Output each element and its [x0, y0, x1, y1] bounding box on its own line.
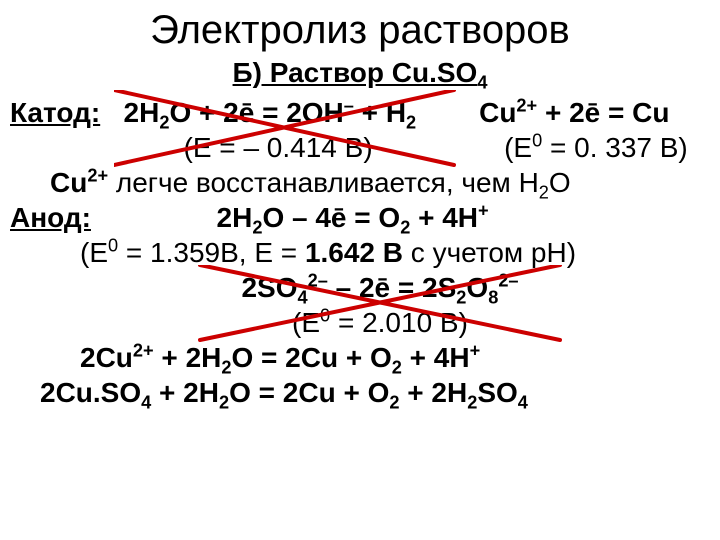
t: (E — [292, 307, 320, 338]
anode-label: Анод: — [10, 202, 91, 233]
cathode-eq2-wrap: Cu2+ + 2ē = Cu (E0 = 0. 337 В) — [479, 95, 720, 165]
t: 2SO — [241, 272, 297, 303]
t: O – 4ē = O — [262, 202, 400, 233]
cathode-eq1: 2H2O + 2ē = 2OH– + H2 — [124, 97, 417, 128]
t: с учетом рН) — [403, 237, 576, 268]
t: O — [549, 167, 571, 198]
net-eq2: 2Cu.SO4 + 2H2O = 2Cu + O2 + 2H2SO4 — [10, 375, 710, 410]
net-eq1: 2Cu2+ + 2H2O = 2Cu + O2 + 4H+ — [10, 340, 710, 375]
t: 2Cu.SO — [40, 377, 141, 408]
t: (E — [80, 237, 108, 268]
cathode-eq1-pot: (E = – 0.414 В) — [124, 132, 373, 163]
t: SO — [477, 377, 517, 408]
t: O — [466, 272, 488, 303]
subtitle-text: Б) Раствор Cu.SO — [233, 57, 478, 88]
t: = 2.010 В) — [330, 307, 468, 338]
t: 2Cu — [80, 342, 133, 373]
cathode-eq2: Cu2+ + 2ē = Cu — [479, 97, 669, 128]
t: + 2H — [400, 377, 468, 408]
t: 2H — [124, 97, 160, 128]
cathode-line1: Катод: 2H2O + 2ē = 2OH– + H2 (E = – 0.41… — [10, 95, 710, 165]
t: – 2ē = 2S — [328, 272, 456, 303]
t: Cu — [50, 167, 87, 198]
anode-eq2-pot: (E0 = 2.010 В) — [190, 305, 570, 340]
t: + 4H — [410, 202, 478, 233]
t: O + 2ē = 2OH — [169, 97, 343, 128]
t: + 2H — [154, 342, 222, 373]
cathode-eq1-wrap: 2H2O + 2ē = 2OH– + H2 (E = – 0.414 В) — [124, 95, 464, 165]
t: 1.642 В — [305, 237, 403, 268]
anode-eq2: 2SO42– – 2ē = 2S2O82– — [190, 270, 570, 305]
cathode-row: Катод: 2H2O + 2ē = 2OH– + H2 (E = – 0.41… — [10, 95, 710, 165]
t: O = 2Cu + O — [229, 377, 389, 408]
t: O = 2Cu + O — [231, 342, 391, 373]
t: + 2ē = Cu — [537, 97, 669, 128]
slide-title: Электролиз растворов — [10, 8, 710, 53]
t: легче восстанавливается, чем H — [108, 167, 539, 198]
anode-eq2-wrap: 2SO42– – 2ē = 2S2O82– (E0 = 2.010 В) — [190, 270, 570, 340]
t: Cu — [479, 97, 516, 128]
subtitle-sub: 4 — [477, 73, 487, 93]
anode-eq1: 2H2O – 4ē = O2 + 4H+ — [217, 202, 489, 233]
t: (E — [504, 132, 532, 163]
slide-subtitle: Б) Раствор Cu.SO4 — [10, 57, 710, 89]
cathode-label: Катод: — [10, 97, 100, 128]
easier-line: Cu2+ легче восстанавливается, чем H2O — [10, 165, 710, 200]
anode-line1: Анод: 2H2O – 4ē = O2 + 4H+ — [10, 200, 710, 235]
t: + 4H — [402, 342, 470, 373]
anode-eq1-pot: (E0 = 1.359В, Е = 1.642 В с учетом рН) — [10, 235, 710, 270]
t: = 0. 337 В) — [542, 132, 688, 163]
t: + 2H — [151, 377, 219, 408]
cathode-eq2-pot: (E0 = 0. 337 В) — [479, 132, 688, 163]
t: 2H — [217, 202, 253, 233]
t: + H — [354, 97, 406, 128]
t: = 1.359В, Е = — [118, 237, 305, 268]
